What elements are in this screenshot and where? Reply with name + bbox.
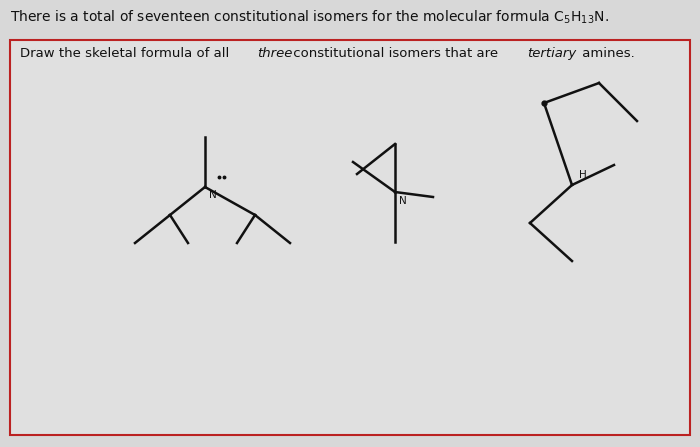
Text: Draw the skeletal formula of all: Draw the skeletal formula of all xyxy=(20,47,234,60)
Text: There is a total of seventeen constitutional isomers for the molecular formula $: There is a total of seventeen constituti… xyxy=(10,9,609,26)
Text: three: three xyxy=(258,47,293,60)
Text: constitutional isomers that are: constitutional isomers that are xyxy=(289,47,503,60)
Text: tertiary: tertiary xyxy=(527,47,576,60)
Text: N: N xyxy=(209,190,217,200)
FancyBboxPatch shape xyxy=(10,40,690,435)
Text: amines.: amines. xyxy=(578,47,634,60)
Text: H: H xyxy=(579,170,587,180)
Text: N: N xyxy=(399,196,407,206)
